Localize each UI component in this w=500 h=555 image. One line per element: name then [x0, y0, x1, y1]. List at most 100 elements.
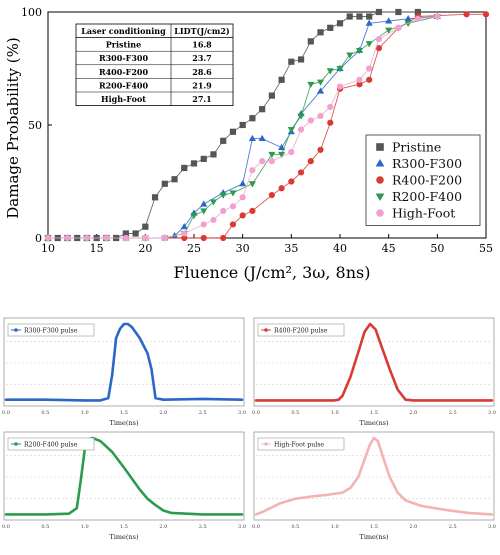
- data-point: [239, 212, 246, 219]
- pulse-x-tick-label: 2.0: [409, 524, 417, 530]
- series-line: [48, 16, 438, 239]
- data-point: [200, 234, 207, 242]
- pulse-panel: 0.0 0.5 1.0 1.5 2.0 2.5 3.0 Time(ns) High-Foot p…: [252, 431, 496, 541]
- data-point: [336, 20, 344, 27]
- table-cell: 27.1: [192, 94, 211, 104]
- x-tick-label: 30: [236, 242, 250, 255]
- data-point: [200, 208, 208, 215]
- data-point: [482, 11, 490, 18]
- pulse-legend-label: High-Foot pulse: [274, 441, 324, 448]
- pulse-legend-marker: [14, 328, 18, 332]
- pulse-x-axis-title: Time(ns): [359, 419, 388, 427]
- pulse-legend-marker: [264, 328, 268, 332]
- data-point: [327, 103, 334, 111]
- data-point: [181, 230, 188, 237]
- pulse-legend-box: [7, 437, 95, 451]
- data-point: [249, 115, 256, 122]
- legend-label: R300-F300: [392, 156, 462, 171]
- legend-marker: [376, 143, 384, 151]
- data-point: [375, 8, 383, 16]
- data-point: [142, 223, 149, 230]
- data-point: [307, 158, 314, 165]
- data-point: [103, 234, 110, 242]
- pulse-x-tick-label: 3.0: [238, 410, 246, 416]
- y-tick-label: 100: [21, 6, 42, 19]
- x-tick-label: 15: [90, 242, 104, 255]
- pulse-x-tick-label: 3.0: [488, 524, 496, 530]
- pulse-legend-box: [257, 323, 345, 337]
- legend-marker: [376, 209, 384, 217]
- pulse-legend-label: R200-F400 pulse: [24, 441, 78, 448]
- data-point: [356, 81, 363, 88]
- pulse-x-tick-label: 1.5: [120, 410, 128, 416]
- data-point: [259, 106, 266, 113]
- data-point: [220, 207, 227, 214]
- pulse-x-tick-label: 1.5: [370, 410, 378, 416]
- pulse-line: [4, 322, 244, 402]
- data-point: [297, 126, 305, 133]
- pulse-x-tick-label: 3.0: [488, 410, 496, 416]
- pulse-x-tick-label: 1.5: [120, 524, 128, 530]
- data-point: [385, 27, 393, 34]
- data-point: [142, 234, 149, 242]
- pulse-x-axis-title: Time(ns): [109, 419, 138, 427]
- data-point: [317, 112, 324, 120]
- legend-marker: [376, 176, 384, 184]
- pulse-x-tick-label: 0.0: [252, 410, 260, 416]
- data-point: [307, 117, 314, 124]
- pulse-panels: 0.0 0.5 1.0 1.5 2.0 2.5 3.0 Time(ns) R300-F300 p…: [2, 317, 496, 541]
- table-cell: R400-F200: [99, 67, 148, 77]
- pulse-x-tick-label: 0.5: [41, 524, 49, 530]
- x-tick-label: 25: [187, 242, 201, 255]
- data-point: [395, 24, 402, 31]
- data-point: [463, 11, 470, 18]
- pulse-x-tick-label: 2.0: [409, 410, 417, 416]
- table-cell: 21.9: [192, 80, 212, 90]
- pulse-x-tick-label: 2.5: [449, 524, 457, 530]
- pulse-x-tick-label: 0.5: [291, 524, 299, 530]
- data-point: [180, 222, 188, 230]
- data-point: [200, 155, 207, 162]
- pulse-x-axis-title: Time(ns): [359, 533, 388, 541]
- data-point: [190, 160, 198, 167]
- pulse-legend-marker: [14, 442, 18, 446]
- data-point: [239, 194, 246, 201]
- data-point: [356, 76, 363, 83]
- data-point: [200, 200, 208, 207]
- data-point: [239, 180, 247, 187]
- pulse-panel: 0.0 0.5 1.0 1.5 2.0 2.5 3.0 Time(ns) R400-F200 p…: [252, 317, 496, 427]
- data-point: [366, 13, 373, 20]
- data-point: [259, 158, 266, 165]
- pulse-x-tick-label: 2.0: [159, 524, 167, 530]
- data-point: [249, 207, 256, 214]
- data-point: [122, 230, 129, 237]
- data-point: [336, 83, 344, 90]
- main-x-axis-title: Fluence (J/cm², 3ω, 8ns): [174, 263, 371, 282]
- pulse-x-tick-label: 1.0: [81, 410, 89, 416]
- data-point: [229, 203, 237, 210]
- data-point: [307, 38, 314, 45]
- data-point: [161, 234, 168, 242]
- data-point: [248, 181, 256, 188]
- data-point: [248, 134, 256, 142]
- data-point: [161, 180, 168, 187]
- legend-marker: [375, 193, 385, 202]
- data-point: [326, 68, 334, 75]
- data-point: [414, 8, 421, 16]
- data-point: [220, 234, 227, 242]
- data-point: [181, 164, 188, 172]
- table-header-cell: LIDT(J/cm2): [174, 26, 230, 36]
- table-cell: High-Foot: [101, 94, 146, 104]
- y-tick-label: 50: [28, 119, 42, 132]
- table-cell: 16.8: [192, 40, 212, 50]
- pulse-x-tick-label: 0.5: [41, 410, 49, 416]
- lidt-table: Laser conditioning LIDT(J/cm2) Pristine 16.…: [75, 23, 234, 106]
- data-point: [287, 127, 295, 134]
- data-point: [190, 212, 198, 220]
- data-point: [365, 19, 373, 26]
- pulse-line: [254, 322, 494, 402]
- data-point: [268, 158, 275, 165]
- x-tick-label: 40: [333, 242, 347, 255]
- pulse-line: [254, 436, 494, 516]
